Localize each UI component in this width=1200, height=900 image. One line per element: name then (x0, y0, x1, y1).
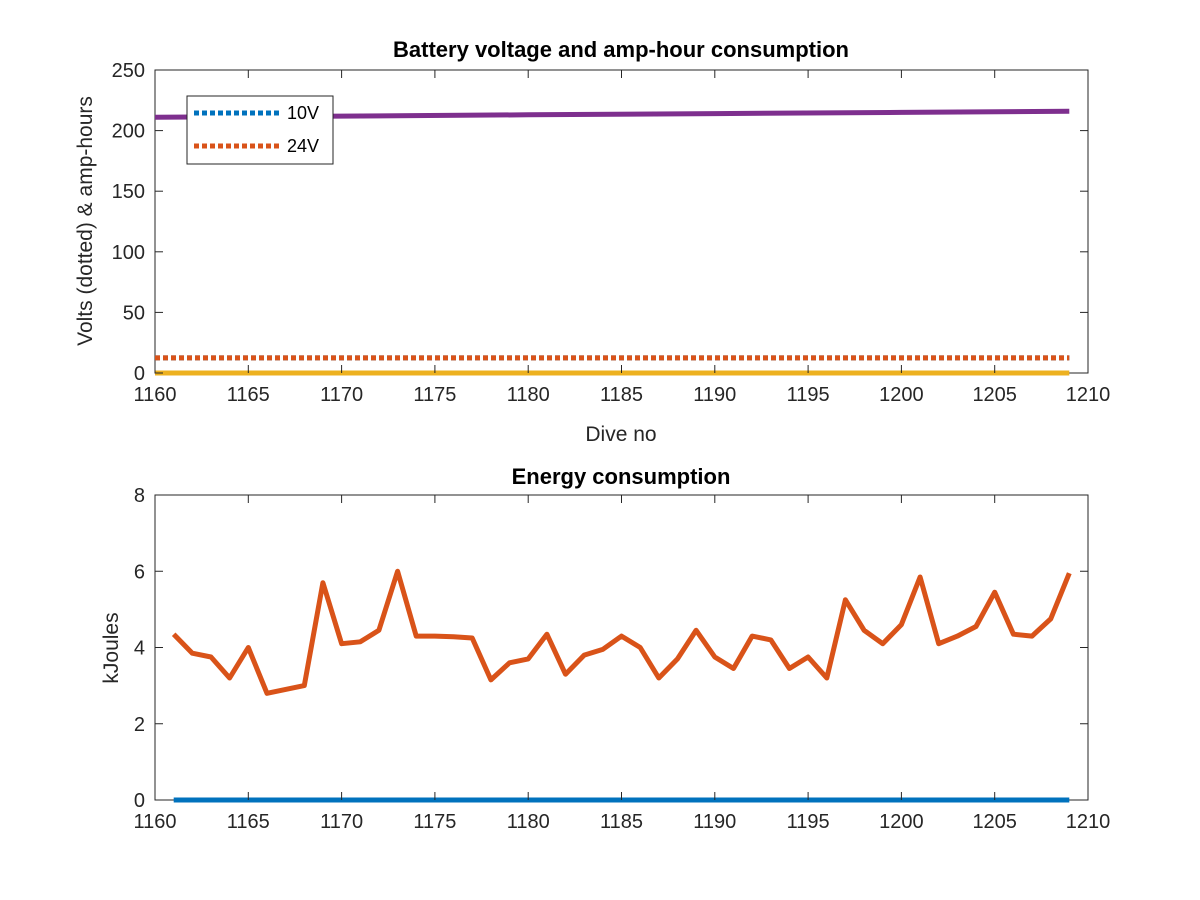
x-tick-label: 1180 (507, 384, 550, 406)
y-tick-label: 0 (134, 363, 145, 385)
y-tick-label: 0 (134, 790, 145, 812)
series-layer-top (154, 108, 1070, 376)
x-tick-label: 1165 (227, 384, 270, 406)
y-axis-label-bottom: kJoules (100, 612, 123, 683)
x-tick-label: 1185 (600, 811, 643, 833)
y-tick-label: 2 (134, 714, 145, 736)
x-tick-label: 1195 (787, 384, 830, 406)
subplot-energy-consumption: 1160 1165 1170 1175 1180 1185 1190 1195 1200 1205… (100, 464, 1110, 833)
x-tick-label: 1190 (693, 384, 736, 406)
y-tick-label: 150 (112, 181, 145, 203)
chart-title-top: Battery voltage and amp-hour consumption (393, 37, 849, 62)
x-tick-label: 1210 (1066, 384, 1111, 406)
subplot-battery-voltage: 1160 1165 1170 1175 1180 1185 1190 1195 1200 1205… (74, 37, 1110, 446)
x-tick-label: 1205 (972, 384, 1017, 406)
y-axis-label-top: Volts (dotted) & amp-hours (74, 96, 97, 346)
ticks-layer-bottom: 1160 1165 1170 1175 1180 1185 1190 1195 1200 1205… (133, 485, 1110, 833)
y-tick-label: 100 (112, 242, 145, 264)
x-tick-label: 1160 (133, 811, 176, 833)
x-tick-label: 1160 (133, 384, 176, 406)
x-tick-label: 1180 (507, 811, 550, 833)
ticks-layer-top: 1160 1165 1170 1175 1180 1185 1190 1195 1200 1205… (112, 60, 1111, 406)
y-tick-label: 6 (134, 561, 145, 583)
x-axis-label-top: Dive no (585, 423, 656, 446)
x-tick-label: 1190 (693, 811, 736, 833)
x-tick-label: 1170 (320, 384, 363, 406)
y-tick-label: 200 (112, 121, 145, 143)
legend: 10V 24V (186, 95, 334, 165)
x-tick-label: 1200 (879, 811, 924, 833)
x-tick-label: 1200 (879, 384, 924, 406)
chart-title-bottom: Energy consumption (512, 464, 731, 489)
y-tick-label: 250 (112, 60, 145, 82)
y-tick-label: 4 (134, 638, 145, 660)
axes-box-bottom (154, 494, 1089, 801)
y-tick-label: 50 (123, 302, 145, 324)
x-tick-label: 1170 (320, 811, 363, 833)
x-tick-label: 1205 (972, 811, 1017, 833)
x-tick-label: 1175 (413, 384, 456, 406)
x-tick-label: 1165 (227, 811, 270, 833)
x-tick-label: 1210 (1066, 811, 1111, 833)
y-tick-label: 8 (134, 485, 145, 507)
legend-label-24v: 24V (287, 136, 319, 156)
x-tick-label: 1175 (413, 811, 456, 833)
legend-label-10v: 10V (287, 103, 319, 123)
x-tick-label: 1195 (787, 811, 830, 833)
x-tick-label: 1185 (600, 384, 643, 406)
legend-box (186, 95, 334, 165)
series-line-1-1 (171, 568, 1072, 696)
